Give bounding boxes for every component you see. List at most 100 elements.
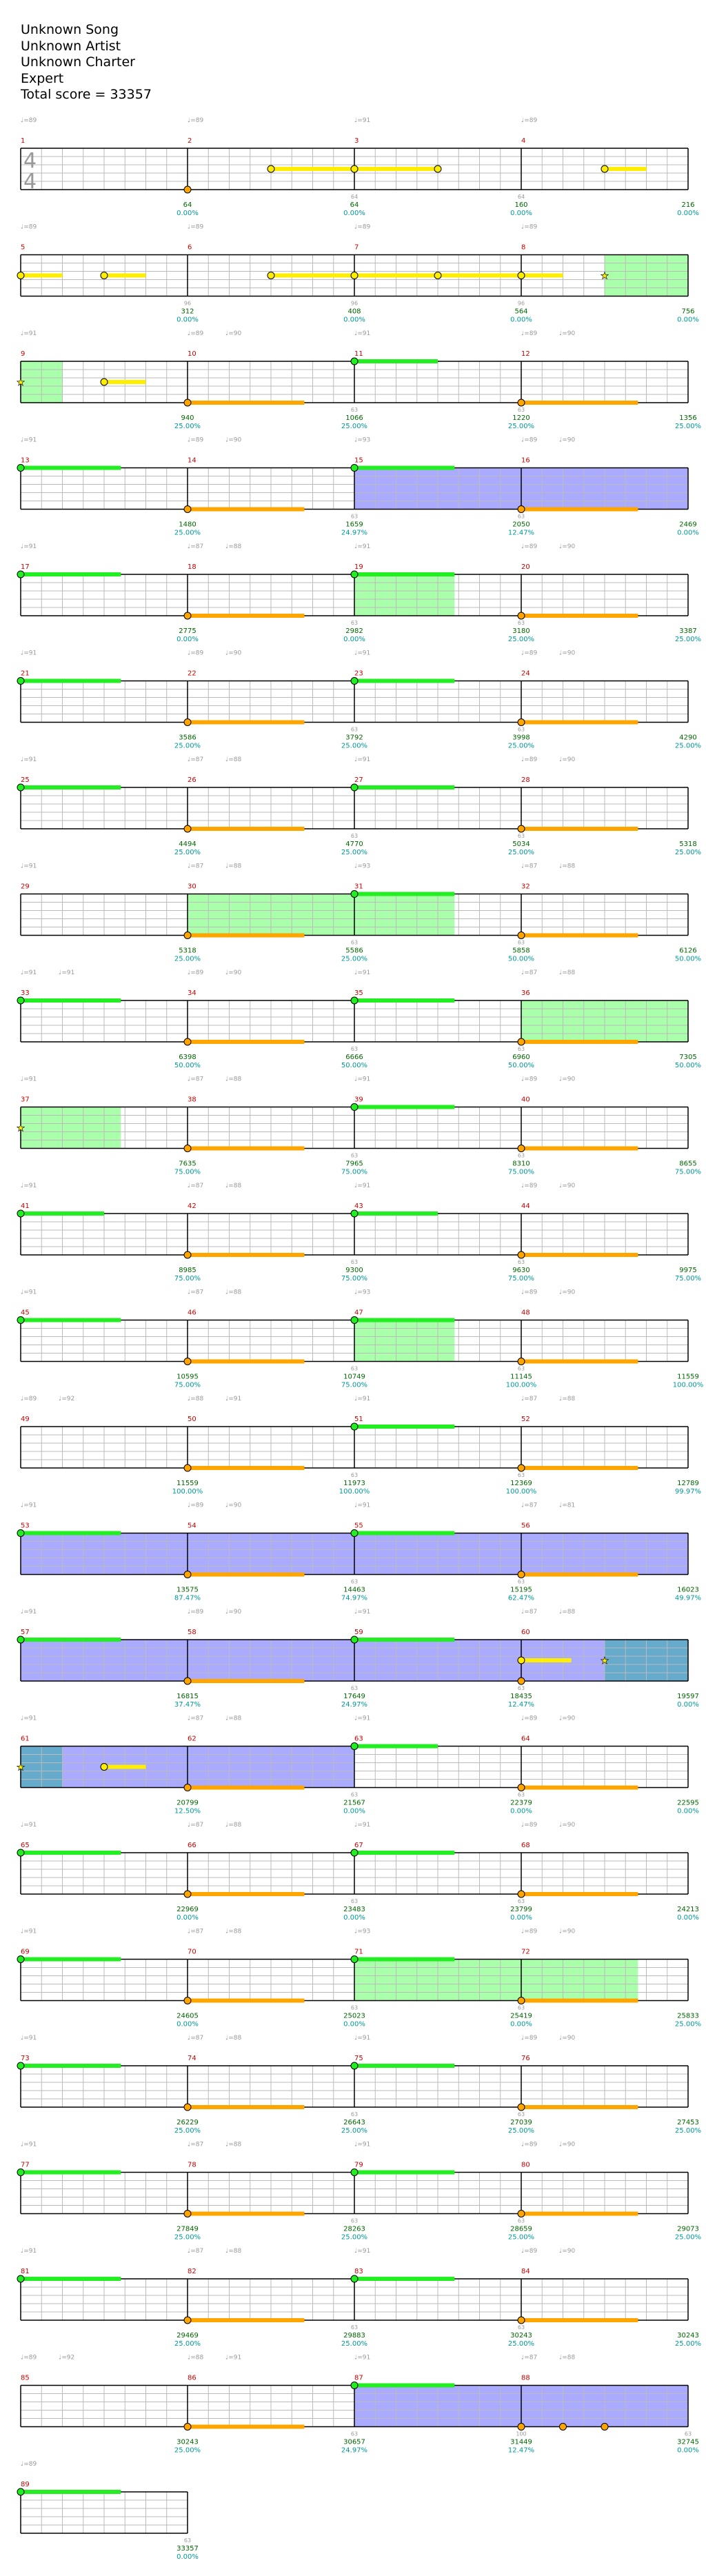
yellow-sustain [438,273,521,278]
measure-number: 36 [521,989,530,997]
measure-tick-label: 63 [184,2537,191,2544]
measure-score: 64 [350,201,359,209]
measure-multiplier: 12.47% [508,530,534,537]
tempo-marker: ♩=90 [225,969,242,976]
measure-multiplier: 25.00% [508,849,534,856]
orange-note [517,2316,525,2324]
green-note [17,2488,25,2496]
tempo-marker: ♩=89 [521,1289,538,1296]
green-sustain [354,465,455,470]
yellow-sustain [354,167,438,171]
measure-multiplier: 25.00% [341,423,367,430]
measure-multiplier: 0.00% [176,2021,199,2029]
measure-tick-label: 63 [351,1046,358,1052]
measure-score: 6666 [345,1054,363,1061]
orange-note [517,1038,525,1046]
measure-score: 29883 [343,2332,365,2339]
staff-row [17,1316,689,1365]
staff-row [20,2382,689,2431]
measure-tick-label: 63 [351,1685,358,1691]
orange-note [183,2210,192,2217]
measure-number: 28 [521,776,530,784]
measure-number: 41 [21,1203,30,1210]
measure-number: 56 [521,1522,530,1530]
tempo-marker: ♩=87 [188,1076,203,1083]
measure-score: 14463 [343,1587,365,1594]
measure-score: 9630 [512,1267,530,1274]
measure-score: 2775 [179,627,196,635]
measure-multiplier: 25.00% [174,743,201,750]
measure-tick-label: 63 [518,1579,525,1585]
staff-row [20,890,689,939]
tempo-marker: ♩=93 [354,1929,370,1935]
measure-score: 22379 [510,1800,532,1807]
tempo-marker: ♩=90 [225,650,242,657]
measure-score: 23799 [510,1906,532,1913]
measure-tick-label: 63 [518,1046,525,1052]
tempo-marker: ♩=88 [225,756,242,763]
measure-tick-label: 63 [518,514,525,520]
measure-number: 85 [21,2375,30,2382]
charter-name: Unknown Charter [21,54,135,70]
yellow-note [601,165,609,173]
tempo-marker: ♩=91 [354,2142,370,2149]
green-sustain [354,572,455,576]
orange-sustain [521,2105,638,2109]
measure-score: 1220 [512,414,530,422]
green-sustain [354,2277,455,2281]
green-sustain [21,785,121,789]
measure-tick-label: 63 [518,1153,525,1159]
measure-multiplier: 87.47% [174,1595,201,1602]
green-sustain [21,2170,121,2175]
measure-tick-label: 63 [518,2218,525,2224]
measure-score: 16023 [677,1587,699,1594]
measure-tick-label: 63 [351,514,358,520]
green-sustain [21,572,121,576]
measure-number: 46 [188,1309,196,1317]
measure-tick-label: 63 [351,1153,358,1159]
green-sustain [21,2064,121,2068]
tempo-marker: ♩=88 [225,1929,242,1935]
orange-note [517,1145,525,1152]
measure-multiplier: 25.00% [174,2447,201,2455]
measure-number: 22 [188,670,196,678]
orange-note [517,825,525,833]
measure-multiplier: 0.00% [510,210,532,217]
measure-multiplier: 0.00% [510,1914,532,1922]
green-sustain [354,998,455,1003]
tempo-marker: ♩=89 [21,2355,37,2362]
tempo-marker: ♩=91 [354,330,370,337]
orange-sustain [188,933,305,938]
measure-tick-label: 100 [516,2431,526,2437]
green-sustain [21,1318,121,1322]
measure-multiplier: 62.47% [508,1595,534,1602]
staff-row [17,1849,689,1898]
orange-note [183,185,192,194]
tempo-marker: ♩=91 [21,1289,37,1296]
orange-note [183,1145,192,1152]
measure-multiplier: 0.00% [677,1701,699,1709]
measure-number: 48 [521,1309,530,1317]
measure-multiplier: 100.00% [172,1488,203,1496]
measure-multiplier: 24.97% [341,530,367,537]
orange-note [517,399,525,407]
orange-sustain [521,827,638,831]
tempo-marker: ♩=91 [354,1183,370,1189]
measure-score: 26229 [176,2119,199,2126]
measure-multiplier: 25.00% [341,849,367,856]
green-sustain [21,465,121,470]
green-sustain [354,678,455,683]
orange-note [601,2423,609,2431]
measure-score: 28659 [510,2226,532,2233]
orange-note [183,2423,192,2431]
measure-score: 12789 [677,1480,699,1487]
yellow-note [267,165,275,173]
tempo-marker: ♩=81 [559,1502,575,1509]
tempo-marker: ♩=88 [225,1076,242,1083]
star-power-region [188,894,455,936]
measure-number: 82 [188,2268,196,2275]
green-sustain [354,1211,438,1216]
green-note [350,677,359,685]
tempo-marker: ♩=89 [521,2035,538,2042]
green-sustain [354,1851,455,1855]
